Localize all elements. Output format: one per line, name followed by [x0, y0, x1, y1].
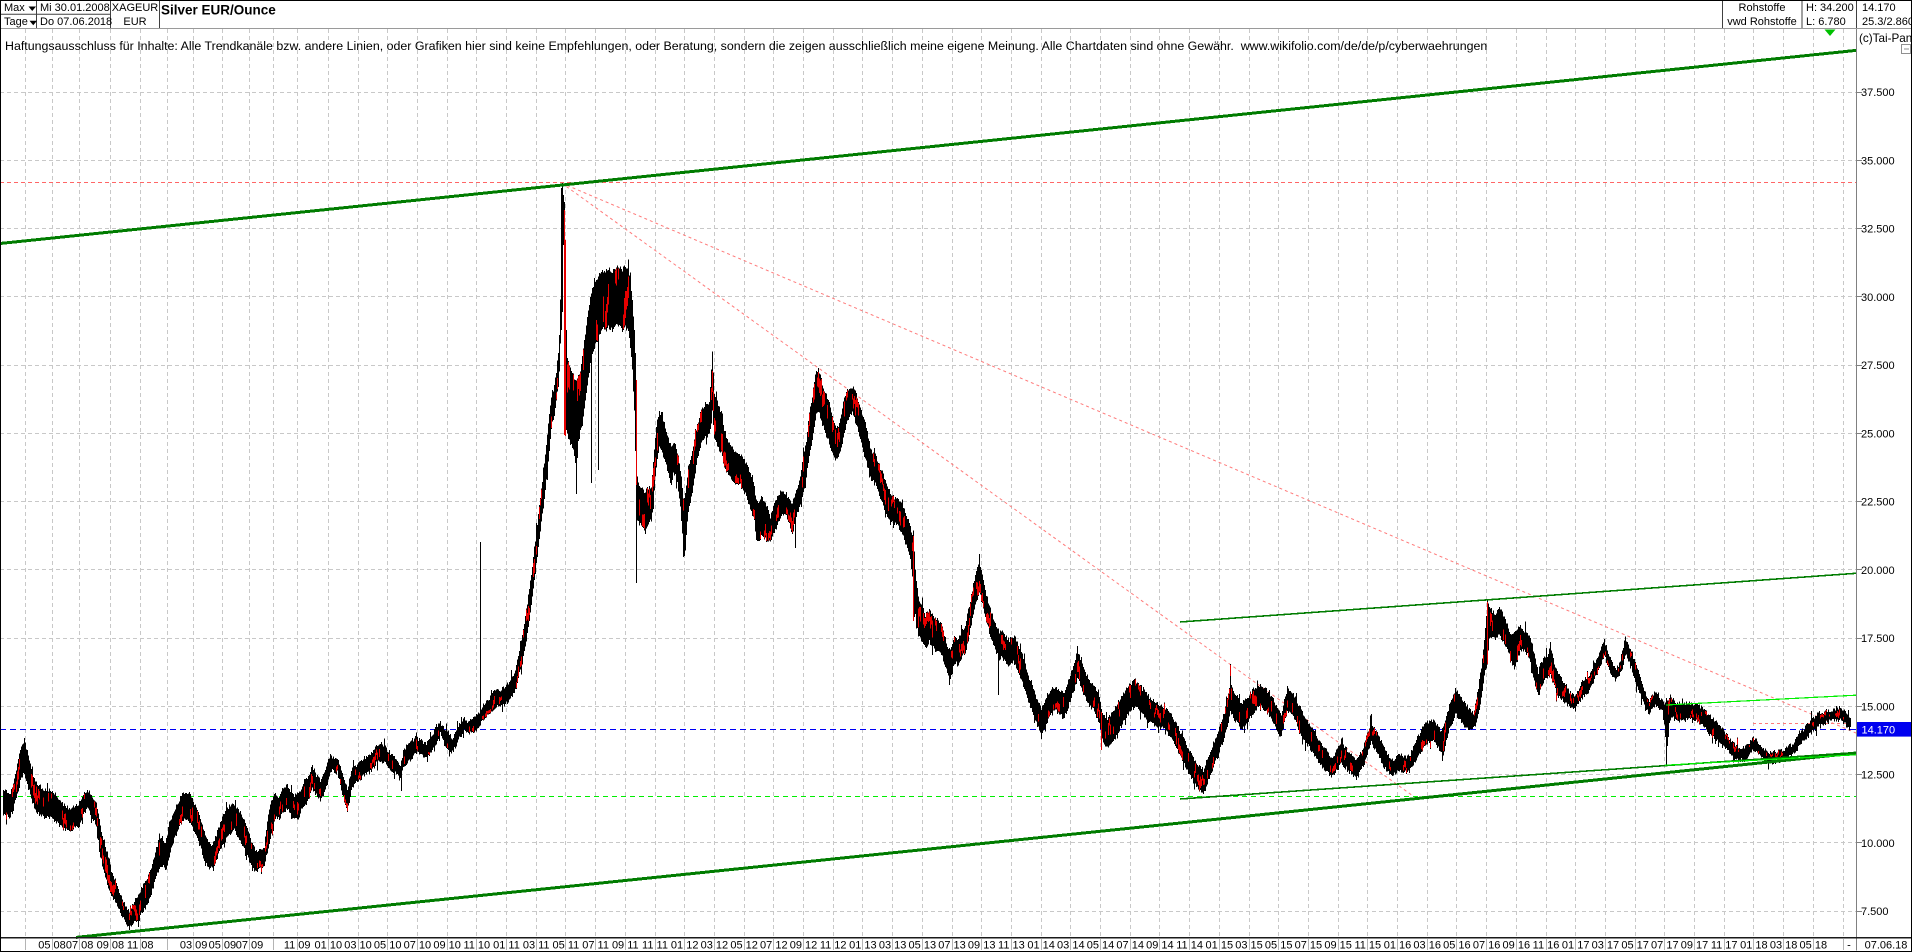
svg-text:03 15: 03 15 [1235, 940, 1263, 952]
svg-text:11 14: 11 14 [1176, 940, 1203, 952]
svg-text:(c)Tai-Pan: (c)Tai-Pan [1859, 32, 1912, 45]
svg-text:35.000: 35.000 [1861, 155, 1895, 167]
svg-text:11 17: 11 17 [1711, 940, 1738, 952]
svg-text:01 15: 01 15 [1206, 940, 1234, 952]
svg-text:25.000: 25.000 [1861, 428, 1895, 440]
svg-text:05 08: 05 08 [38, 940, 66, 952]
svg-text:01 16: 01 16 [1384, 940, 1412, 952]
svg-text:01 10: 01 10 [315, 940, 343, 952]
svg-text:27.500: 27.500 [1861, 360, 1895, 372]
svg-text:12.500: 12.500 [1861, 770, 1895, 782]
svg-text:Do 07.06.2018: Do 07.06.2018 [40, 16, 112, 28]
svg-text:07 14: 07 14 [1116, 940, 1144, 952]
svg-text:05 13: 05 13 [909, 940, 937, 952]
svg-text:03 14: 03 14 [1057, 940, 1085, 952]
svg-text:11 10: 11 10 [463, 940, 490, 952]
svg-text:07 08: 07 08 [66, 940, 94, 952]
svg-text:05 18: 05 18 [1800, 940, 1828, 952]
svg-text:03 12: 03 12 [701, 940, 729, 952]
svg-text:15.000: 15.000 [1861, 701, 1895, 713]
svg-text:-: - [1847, 940, 1851, 952]
svg-text:07 17: 07 17 [1651, 940, 1679, 952]
svg-text:25.3/2.860: 25.3/2.860 [1862, 16, 1912, 28]
svg-text:Max: Max [4, 2, 25, 14]
svg-text:05 10: 05 10 [374, 940, 402, 952]
svg-text:07 12: 07 12 [760, 940, 788, 952]
svg-text:01 11: 01 11 [493, 940, 520, 952]
svg-text:07 13: 07 13 [938, 940, 966, 952]
svg-text:11 09: 11 09 [284, 940, 311, 952]
svg-text:30.000: 30.000 [1861, 292, 1895, 304]
svg-text:vwd Rohstoffe: vwd Rohstoffe [1727, 16, 1797, 28]
svg-text:03 10: 03 10 [344, 940, 372, 952]
svg-text:14.170: 14.170 [1862, 725, 1896, 737]
svg-text:10.000: 10.000 [1861, 838, 1895, 850]
svg-text:09 14: 09 14 [1146, 940, 1174, 952]
svg-text:09 15: 09 15 [1324, 940, 1352, 952]
svg-text:11 13: 11 13 [998, 940, 1025, 952]
svg-text:01 12: 01 12 [671, 940, 699, 952]
svg-text:01 13: 01 13 [849, 940, 877, 952]
svg-text:14.170: 14.170 [1862, 2, 1896, 14]
svg-text:Rohstoffe: Rohstoffe [1739, 2, 1786, 14]
svg-text:H: 34.200: H: 34.200 [1806, 2, 1854, 14]
svg-text:22.500: 22.500 [1861, 497, 1895, 509]
svg-text:03 16: 03 16 [1413, 940, 1441, 952]
svg-text:05 12: 05 12 [730, 940, 758, 952]
svg-text:09 13: 09 13 [968, 940, 996, 952]
svg-text:07 16: 07 16 [1473, 940, 1501, 952]
svg-text:05 15: 05 15 [1265, 940, 1293, 952]
svg-text:XAGEUR: XAGEUR [112, 2, 159, 14]
svg-text:01 14: 01 14 [1027, 940, 1055, 952]
svg-text:09 11: 09 11 [612, 940, 639, 952]
svg-text:09 16: 09 16 [1503, 940, 1531, 952]
svg-text:07 09: 07 09 [236, 940, 264, 952]
svg-text:32.500: 32.500 [1861, 224, 1895, 236]
svg-text:Mi 30.01.2008: Mi 30.01.2008 [40, 2, 110, 14]
svg-text:03 09: 03 09 [180, 940, 208, 952]
svg-text:09 08: 09 08 [97, 940, 125, 952]
svg-text:01 17: 01 17 [1562, 940, 1590, 952]
svg-text:05 09: 05 09 [209, 940, 237, 952]
svg-text:11 08: 11 08 [127, 940, 154, 952]
svg-text:03 11: 03 11 [523, 940, 550, 952]
svg-text:L: 6.780: L: 6.780 [1806, 16, 1846, 28]
svg-text:01 18: 01 18 [1740, 940, 1768, 952]
svg-text:05 11: 05 11 [553, 940, 580, 952]
svg-text:07 11: 07 11 [582, 940, 609, 952]
svg-text:EUR: EUR [123, 16, 146, 28]
svg-text:7.500: 7.500 [1861, 906, 1889, 918]
svg-text:11 11: 11 11 [642, 940, 668, 952]
svg-text:37.500: 37.500 [1861, 87, 1895, 99]
svg-text:11 15: 11 15 [1354, 940, 1381, 952]
svg-text:11 16: 11 16 [1533, 940, 1560, 952]
svg-text:17.500: 17.500 [1861, 633, 1895, 645]
svg-text:07 15: 07 15 [1295, 940, 1323, 952]
svg-text:20.000: 20.000 [1861, 565, 1895, 577]
svg-text:07 10: 07 10 [404, 940, 432, 952]
svg-text:Haftungsausschluss für Inhalte: Haftungsausschluss für Inhalte: Alle Tre… [5, 39, 1487, 53]
svg-text:05 14: 05 14 [1087, 940, 1115, 952]
svg-text:11 12: 11 12 [820, 940, 847, 952]
svg-text:05 16: 05 16 [1443, 940, 1471, 952]
svg-text:07.06.18: 07.06.18 [1865, 940, 1908, 952]
svg-text:Silver EUR/Ounce: Silver EUR/Ounce [161, 3, 276, 18]
svg-text:09 12: 09 12 [790, 940, 818, 952]
svg-text:05 17: 05 17 [1621, 940, 1649, 952]
svg-text:03 17: 03 17 [1592, 940, 1620, 952]
svg-text:03 18: 03 18 [1770, 940, 1798, 952]
svg-text:03 13: 03 13 [879, 940, 907, 952]
svg-text:Tage: Tage [4, 16, 28, 28]
svg-text:09 17: 09 17 [1681, 940, 1709, 952]
svg-text:09 10: 09 10 [433, 940, 461, 952]
